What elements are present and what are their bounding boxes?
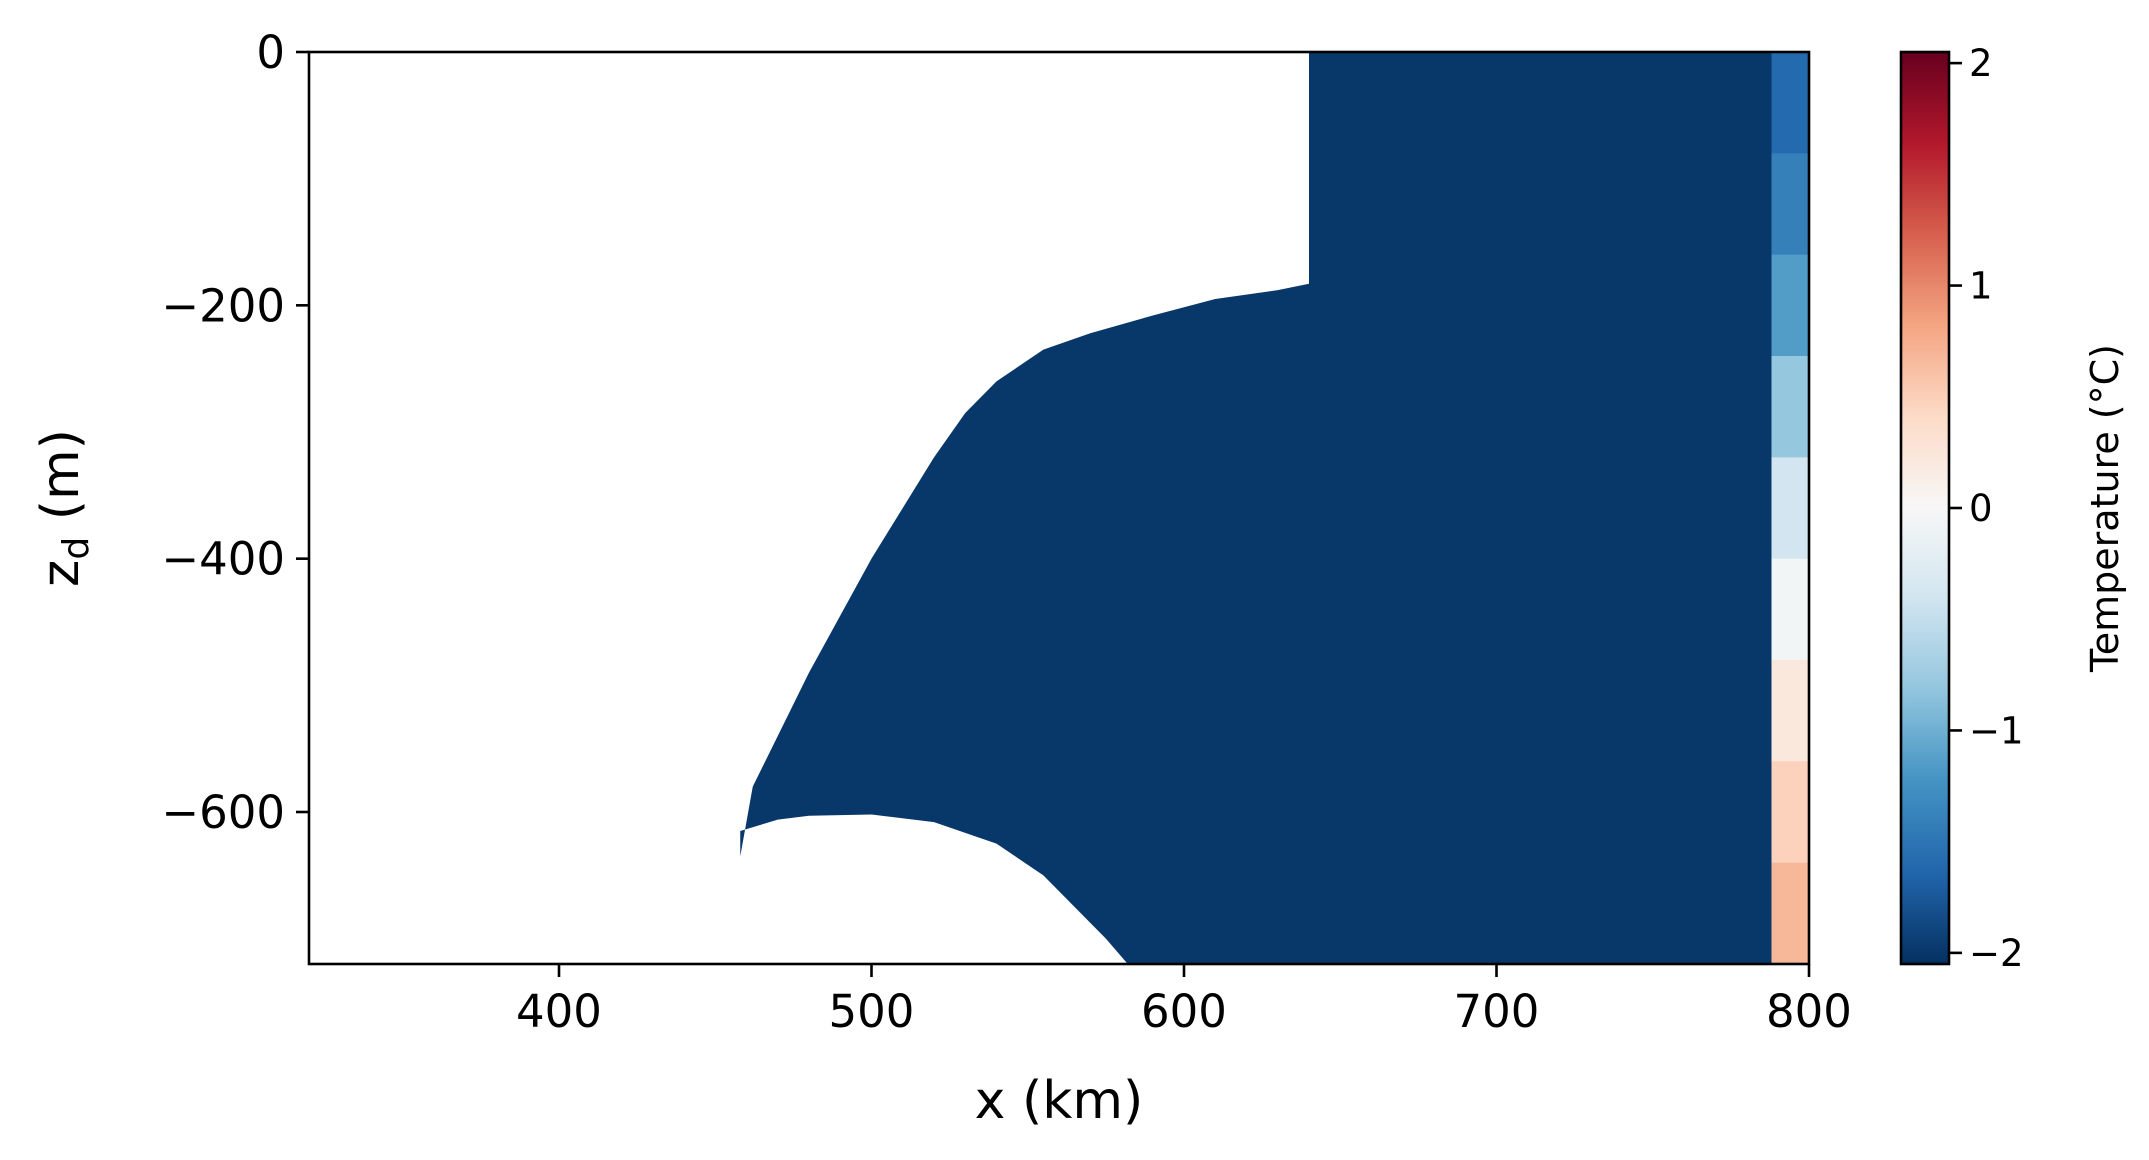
water-temperature-field (740, 52, 1809, 964)
colorbar-gradient (1901, 52, 1949, 964)
x-axis: 400 500 600 700 800 (516, 964, 1852, 1038)
profile-cell (1771, 761, 1809, 864)
profile-cell (1771, 153, 1809, 256)
profile-cell (1771, 52, 1809, 154)
x-tick-label: 500 (829, 985, 915, 1038)
colorbar-tick-label: −2 (1969, 932, 2024, 975)
colorbar-tick-label: −1 (1969, 709, 2024, 752)
y-axis: 0 −200 −400 −600 (161, 26, 309, 839)
x-tick-label: 800 (1766, 985, 1852, 1038)
colorbar-title: Temperature (°C) (2083, 344, 2127, 673)
profile-cell (1771, 862, 1809, 965)
x-tick-label: 400 (516, 985, 602, 1038)
x-tick-label: 700 (1454, 985, 1540, 1038)
y-tick-label: −400 (161, 533, 285, 586)
profile-cell (1771, 558, 1809, 661)
profile-cell (1771, 457, 1809, 560)
plot-area (307, 50, 1811, 966)
y-tick-label: −600 (161, 786, 285, 839)
y-axis-title: zd (m) (31, 429, 97, 587)
colorbar: 2 1 0 −1 −2 Temperature (°C) (1899, 42, 2127, 975)
y-axis-title-subscript: d (56, 537, 97, 560)
y-axis-title-unit: (m) (31, 429, 91, 537)
profile-cell (1771, 660, 1809, 762)
colorbar-tick-label: 2 (1969, 42, 1993, 85)
plot-frame (307, 50, 1811, 966)
x-axis-title: x (km) (975, 1071, 1144, 1131)
x-tick-label: 600 (1141, 985, 1227, 1038)
y-axis-title-main: z (31, 560, 91, 587)
colorbar-tick-label: 0 (1969, 487, 1993, 530)
colorbar-tick-label: 1 (1969, 265, 1993, 308)
boundary-temperature-profile (1771, 52, 1809, 965)
profile-cell (1771, 254, 1809, 357)
profile-cell (1771, 356, 1809, 458)
y-tick-label: −200 (161, 279, 285, 332)
colorbar-ticks: 2 1 0 −1 −2 (1949, 42, 2024, 975)
y-tick-label: 0 (256, 26, 285, 79)
